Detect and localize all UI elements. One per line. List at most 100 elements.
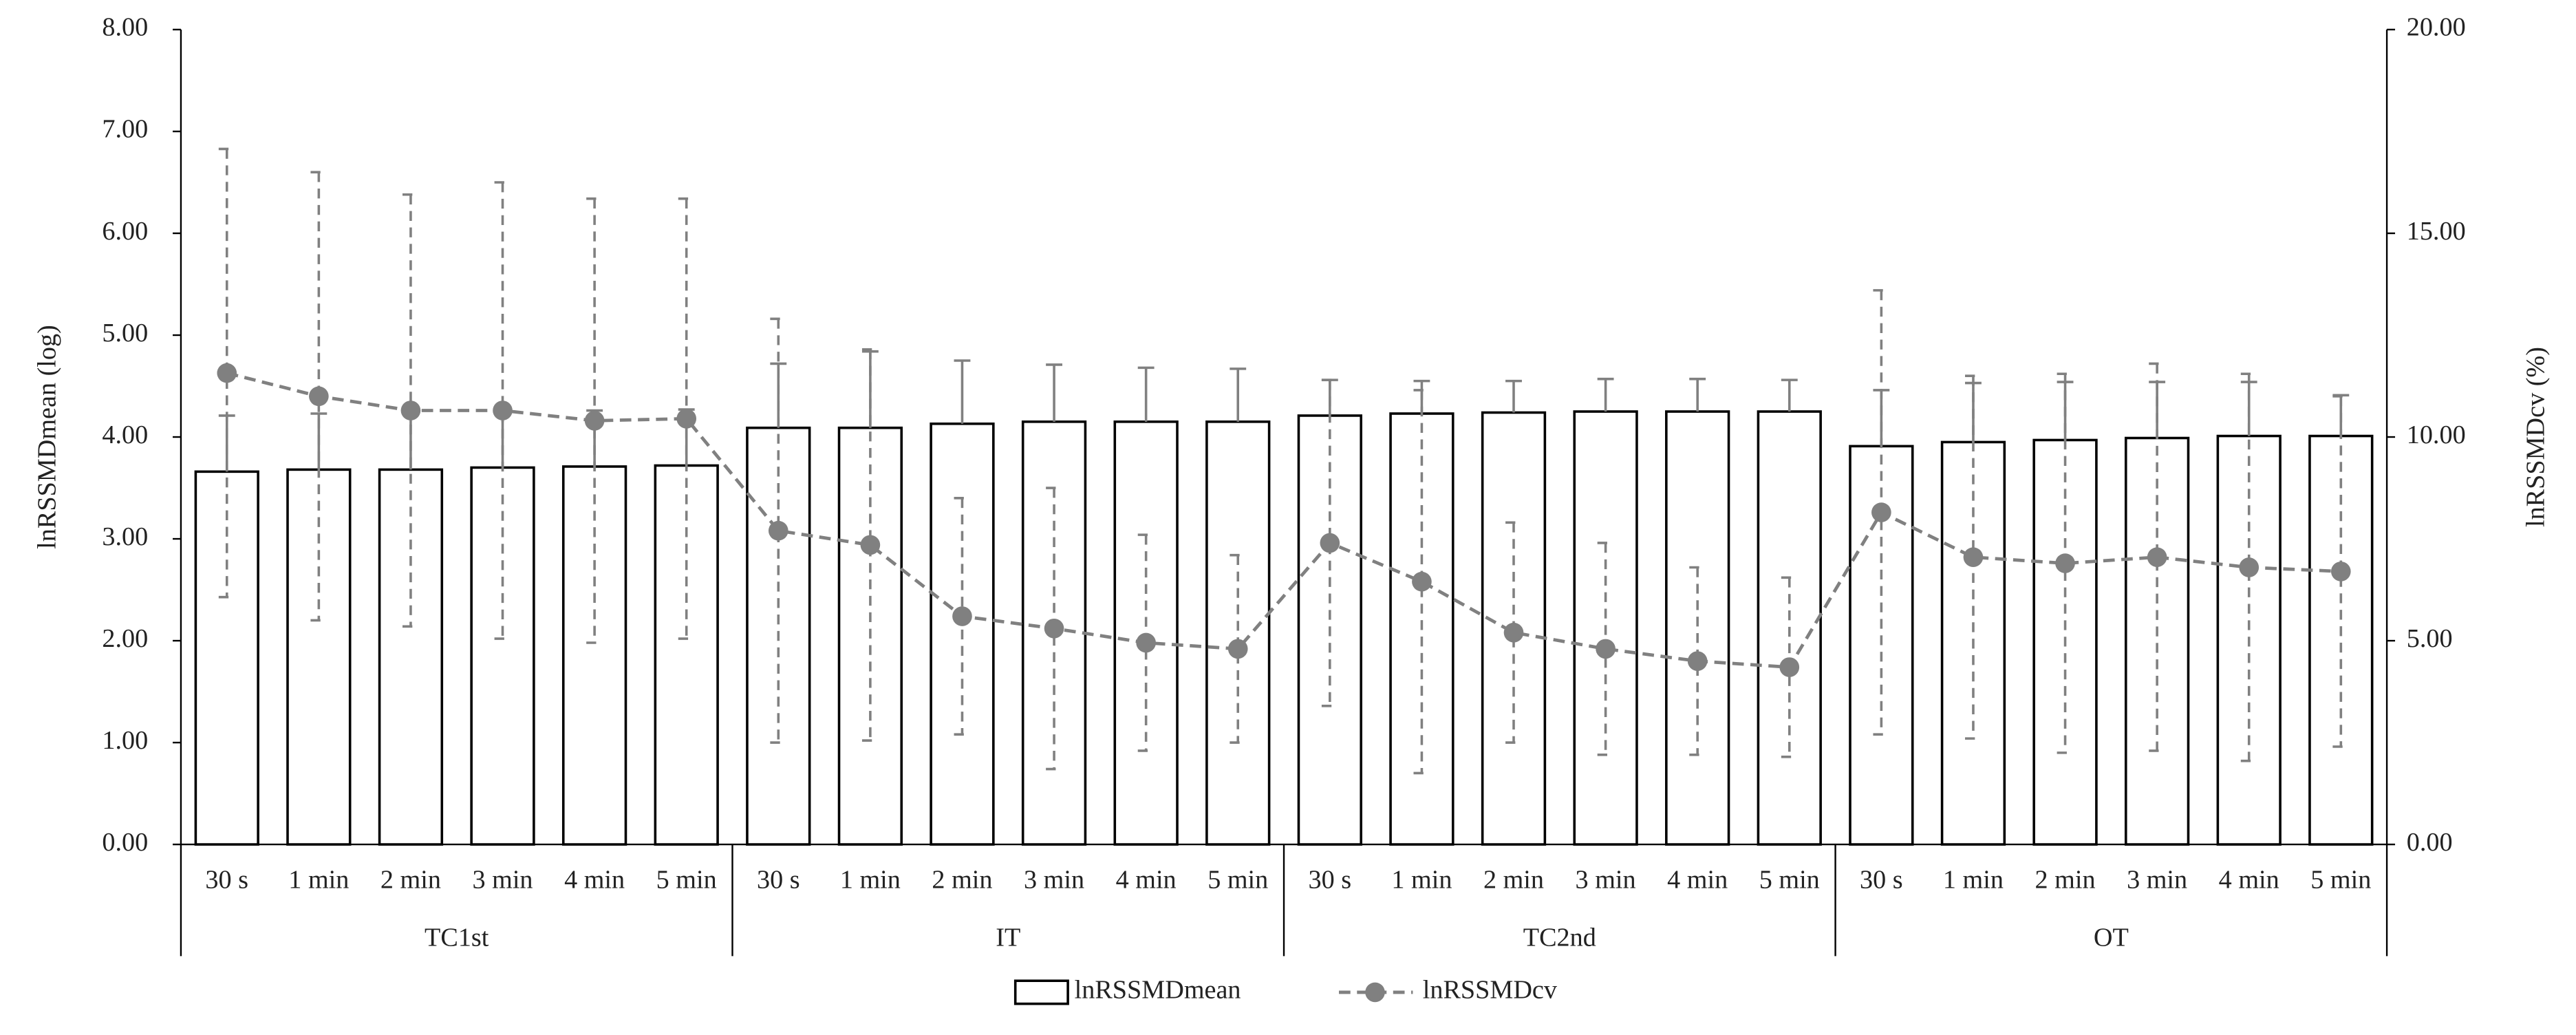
marker xyxy=(768,520,788,541)
x-tick-label: 5 min xyxy=(1208,866,1268,895)
bar xyxy=(654,464,719,846)
marker xyxy=(1503,622,1524,643)
x-tick-label: 30 s xyxy=(757,866,800,895)
y-tick-label: 2.00 xyxy=(102,624,148,653)
x-tick-label: 3 min xyxy=(1576,866,1636,895)
x-tick-label: 30 s xyxy=(1309,866,1352,895)
x-tick-label: 2 min xyxy=(380,866,441,895)
x-tick-label: 30 s xyxy=(205,866,248,895)
error-bar xyxy=(1230,367,1247,422)
marker xyxy=(1320,533,1340,553)
y-tick-label: 3.00 xyxy=(102,522,148,551)
error-bar xyxy=(1413,389,1430,775)
x-tick-label: 2 min xyxy=(2035,866,2096,895)
marker xyxy=(1044,618,1064,639)
marker xyxy=(1779,657,1800,677)
y-tick-label: 7.00 xyxy=(102,115,148,144)
y-tick-label: 6.00 xyxy=(102,217,148,246)
legend-marker xyxy=(1365,982,1385,1003)
marker xyxy=(2239,557,2260,577)
x-tick-label: 1 min xyxy=(1943,866,2004,895)
error-bar xyxy=(1505,521,1522,744)
marker xyxy=(400,401,421,420)
bar xyxy=(1205,420,1271,846)
x-tick-label: 4 min xyxy=(2219,866,2279,895)
marker xyxy=(860,535,881,555)
marker xyxy=(1871,502,1891,522)
error-bar xyxy=(1781,378,1798,412)
bar xyxy=(2124,436,2190,846)
y-tick-label: 0.00 xyxy=(102,828,148,857)
error-bar xyxy=(494,181,511,640)
marker xyxy=(952,606,972,626)
marker xyxy=(584,411,605,431)
marker xyxy=(1596,639,1616,659)
bar xyxy=(561,465,627,846)
y-tick-label: 8.00 xyxy=(102,13,148,42)
error-bar xyxy=(2332,395,2350,748)
legend-label: lnRSSMDcv xyxy=(1423,976,1558,1005)
y2-tick-label: 10.00 xyxy=(2407,420,2466,449)
error-bar xyxy=(770,317,787,744)
x-tick-label: 4 min xyxy=(1667,866,1728,895)
error-bar xyxy=(218,147,235,599)
x-tick-label: 4 min xyxy=(1116,866,1177,895)
group-label: TC1st xyxy=(425,923,489,952)
error-bar xyxy=(1689,566,1706,756)
bar xyxy=(286,468,352,846)
x-tick-label: 30 s xyxy=(1860,866,1903,895)
group-label: OT xyxy=(2094,923,2129,952)
error-bar xyxy=(1046,363,1062,422)
y2-tick-label: 0.00 xyxy=(2407,828,2453,857)
x-tick-label: 5 min xyxy=(1759,866,1820,895)
marker xyxy=(1963,547,1984,568)
marker xyxy=(2055,553,2075,573)
error-bar xyxy=(1230,553,1247,744)
bar xyxy=(470,466,535,846)
y-tick-label: 4.00 xyxy=(102,420,148,449)
error-bar xyxy=(1321,378,1338,707)
line xyxy=(226,371,2341,670)
y2-axis-label: lnRSSMDcv (%) xyxy=(2522,347,2551,527)
marker xyxy=(1687,651,1708,671)
error-bar xyxy=(1689,377,1706,412)
group-label: TC2nd xyxy=(1523,923,1596,952)
marker xyxy=(2147,547,2167,568)
marker xyxy=(1412,571,1432,592)
error-bar xyxy=(861,348,879,742)
x-tick-label: 4 min xyxy=(564,866,625,895)
error-bar xyxy=(954,359,971,424)
y-tick-label: 5.00 xyxy=(102,319,148,348)
x-tick-label: 1 min xyxy=(1391,866,1452,895)
x-tick-label: 1 min xyxy=(840,866,901,895)
bar xyxy=(378,468,444,846)
x-tick-label: 3 min xyxy=(2127,866,2187,895)
error-bar xyxy=(310,171,328,622)
x-tick-label: 3 min xyxy=(472,866,533,895)
x-tick-label: 1 min xyxy=(288,866,349,895)
error-bar xyxy=(1137,366,1155,422)
group-label: IT xyxy=(996,923,1020,952)
x-tick-label: 3 min xyxy=(1024,866,1084,895)
marker xyxy=(309,386,329,407)
error-bar xyxy=(2240,372,2257,762)
error-bar xyxy=(1597,377,1614,412)
y2-tick-label: 15.00 xyxy=(2407,217,2466,246)
y-tick-label: 1.00 xyxy=(102,726,148,755)
x-tick-label: 5 min xyxy=(656,866,717,895)
x-tick-label: 2 min xyxy=(1483,866,1544,895)
marker xyxy=(676,409,697,429)
error-bar xyxy=(1505,379,1522,413)
y-axis-label: lnRSSMDmean (log) xyxy=(33,325,62,549)
marker xyxy=(217,363,237,383)
y2-tick-label: 5.00 xyxy=(2407,624,2453,653)
legend-swatch xyxy=(1013,979,1069,1005)
bar xyxy=(1665,410,1730,846)
legend-label: lnRSSMDmean xyxy=(1075,976,1241,1005)
marker xyxy=(1136,632,1156,653)
marker xyxy=(493,401,513,420)
marker xyxy=(1227,639,1248,659)
error-bar xyxy=(2149,362,2166,752)
